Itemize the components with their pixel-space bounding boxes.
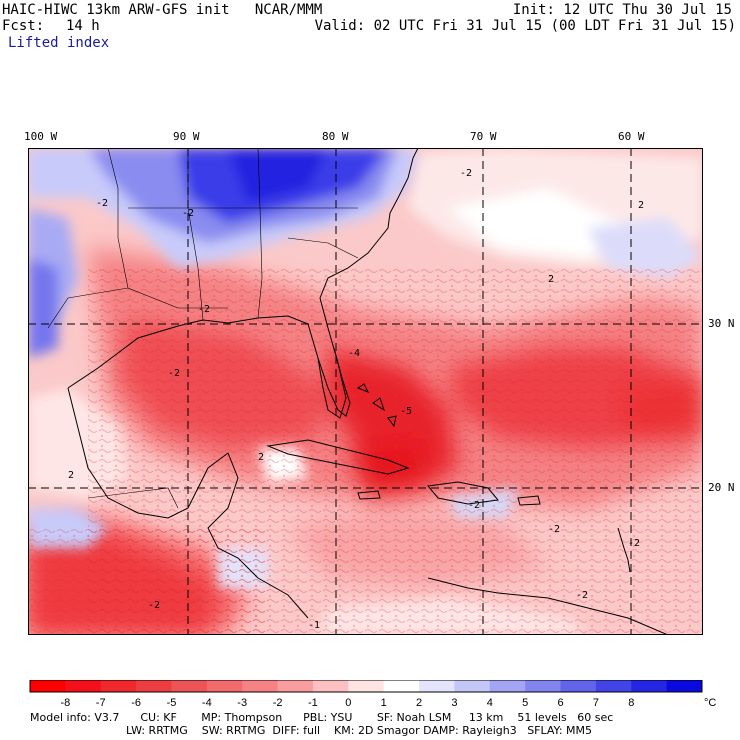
contour-labels: -2 -2 -2 -2 -2 -4 -5 -2 -2 -2 -2 2 -1 2 …	[68, 168, 644, 631]
contour-label: -2	[96, 198, 108, 209]
colorbar-tick-label: -1	[308, 697, 318, 709]
colorbar-swatch	[419, 680, 455, 692]
colorbar-swatch	[136, 680, 172, 692]
lat-lon-grid	[28, 148, 703, 635]
colorbar-swatch	[631, 680, 668, 692]
init-time: Init: 12 UTC Thu 30 Jul 15	[512, 2, 732, 18]
contour-label: -2	[548, 524, 560, 535]
contour-label: -2	[182, 208, 194, 219]
colorbar-swatch	[100, 680, 137, 692]
colorbar-tick-label: -7	[96, 697, 106, 709]
coastlines	[67, 148, 669, 635]
lon-label-80w: 80 W	[322, 130, 349, 143]
valid-time: Valid: 02 UTC Fri 31 Jul 15 (00 LDT Fri …	[314, 18, 736, 34]
field-name: Lifted index	[8, 35, 110, 51]
contour-label: -5	[400, 406, 412, 417]
colorbar-tick-label: -6	[131, 697, 141, 709]
contour-label: -2	[168, 368, 180, 379]
contour-label: -2	[460, 168, 472, 179]
colorbar-tick-label: 2	[416, 697, 422, 709]
colorbar-unit: °C	[704, 697, 716, 709]
forecast-label: Fcst:	[2, 18, 45, 34]
contour-label: 2	[548, 274, 554, 285]
contour-label: -2	[628, 538, 640, 549]
lifted-index-map: -2 -2 -2 -2 -2 -4 -5 -2 -2 -2 -2 2 -1 2 …	[28, 148, 703, 635]
colorbar-swatch	[348, 680, 385, 692]
colorbar: -8 -7 -6 -5 -4 -3 -2 -1 0 1 2 3 4 5 6 7 8 °C	[29, 680, 716, 709]
colorbar-swatch	[560, 680, 597, 692]
colorbar-tick-label: 0	[345, 697, 351, 709]
map-frame	[28, 148, 703, 635]
colorbar-frame	[29, 680, 703, 693]
contour-label: -2	[198, 304, 210, 315]
contour-label: 2	[638, 200, 644, 211]
lon-label-70w: 70 W	[470, 130, 497, 143]
model-info-line1: Model info: V3.7 CU: KF MP: Thompson PBL…	[30, 711, 614, 724]
colorbar-swatch	[312, 680, 349, 692]
colorbar-swatch	[30, 680, 66, 692]
colorbar-swatch	[489, 680, 526, 692]
colorbar-swatch	[171, 680, 208, 692]
colorbar-tick-label: 8	[628, 697, 634, 709]
colorbar-swatches	[29, 680, 703, 693]
colorbar-swatch	[206, 680, 243, 692]
colorbar-swatch	[277, 680, 314, 692]
colorbar-tick-label: -5	[167, 697, 177, 709]
lat-label-20n: 20 N	[708, 481, 735, 494]
colorbar-tick-label: -4	[202, 697, 212, 709]
colorbar-tick-label: 5	[522, 697, 528, 709]
contour-label: -2	[468, 500, 480, 511]
colorbar-tick-label: -8	[61, 697, 71, 709]
contour-label: 2	[258, 452, 264, 463]
lat-label-30n: 30 N	[708, 317, 735, 330]
colorbar-swatch	[666, 680, 703, 692]
colorbar-swatch	[525, 680, 562, 692]
contour-label: -2	[148, 600, 160, 611]
colorbar-tick-label: -3	[237, 697, 247, 709]
contour-texture-west	[28, 528, 268, 635]
colorbar-tick-label: 7	[593, 697, 599, 709]
colorbar-tick-label: -2	[273, 697, 283, 709]
colorbar-ticks: -8 -7 -6 -5 -4 -3 -2 -1 0 1 2 3 4 5 6 7 8	[61, 697, 635, 709]
colorbar-swatch	[595, 680, 632, 692]
model-info-line2: LW: RRTMG SW: RRTMG DIFF: full KM: 2D Sm…	[126, 724, 592, 737]
colorbar-tick-label: 3	[451, 697, 457, 709]
colorbar-swatch	[242, 680, 279, 692]
contour-label: -4	[348, 348, 360, 359]
contour-label: -2	[576, 590, 588, 601]
colorbar-swatch	[454, 680, 491, 692]
colorbar-tick-label: 6	[557, 697, 563, 709]
colorbar-tick-label: 1	[381, 697, 387, 709]
chart-title: HAIC-HIWC 13km ARW-GFS init NCAR/MMM	[2, 2, 323, 18]
lon-label-60w: 60 W	[618, 130, 645, 143]
colorbar-swatch	[65, 680, 102, 692]
colorbar-tick-label: 4	[487, 697, 493, 709]
colorbar-swatch	[383, 680, 420, 692]
contour-label: 2	[68, 470, 74, 481]
lon-label-100w: 100 W	[24, 130, 58, 143]
contour-label: -1	[308, 620, 320, 631]
lon-label-90w: 90 W	[173, 130, 200, 143]
forecast-hour: 14 h	[66, 18, 100, 34]
